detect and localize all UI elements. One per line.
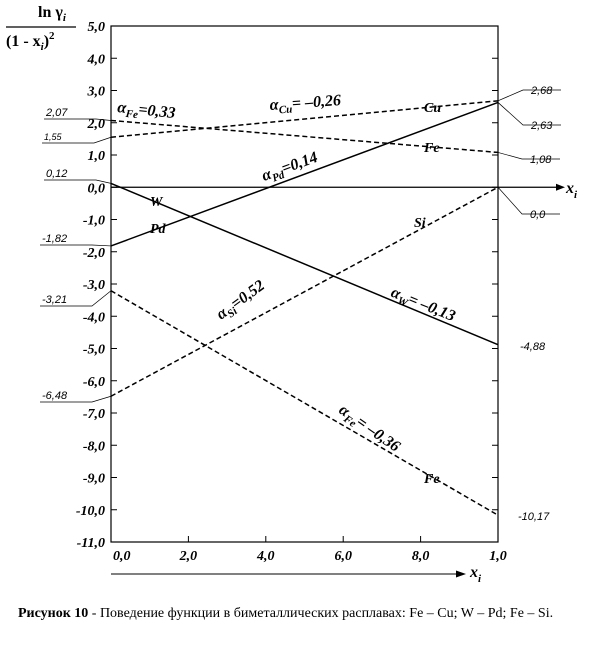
right-value-label: -10,17 <box>518 511 550 523</box>
left-value-label: -6,48 <box>42 390 68 402</box>
x-axis-label-right: xi <box>565 180 578 201</box>
left-leader-line <box>44 179 112 184</box>
caption-label: Рисунок 10 <box>18 606 89 621</box>
x-axis-label-right-sub: i <box>574 189 578 201</box>
series-label-pd: Pd <box>150 222 167 237</box>
y-tick-label: 0,0 <box>88 181 106 196</box>
y-label-denominator-end: ) <box>44 33 49 50</box>
series-line-w <box>110 182 499 346</box>
right-leader-line <box>497 102 561 126</box>
x-tick-label: 6,0 <box>334 549 352 564</box>
right-leader-line <box>497 187 560 215</box>
alpha-value: = –0,36 <box>353 413 403 455</box>
y-label-numerator-sub: i <box>63 12 67 24</box>
y-label-denominator-text: (1 - x <box>6 33 41 50</box>
chart: 5,0 4,0 3,0 2,0 1,0 0,0 -1,0 -2,0 -3,0 -4,0 -5,0 -6… <box>6 4 578 585</box>
zero-axis-arrowhead <box>556 183 565 191</box>
leader-lines <box>40 89 561 403</box>
alpha-annotation: αSi=0,52 <box>213 277 269 326</box>
x-axis-label-bottom-sub: i <box>478 573 482 585</box>
series-lines <box>110 100 499 516</box>
alpha-value: = –0,26 <box>291 92 341 112</box>
y-tick-label: -5,0 <box>83 343 105 358</box>
series-line-fe <box>110 119 499 154</box>
alpha-annotation: αFe= –0,36 <box>334 401 403 458</box>
left-value-label: 0,12 <box>46 168 67 180</box>
series-line-fe <box>110 290 499 516</box>
series-label-fe: Fe <box>423 472 440 487</box>
right-value-label: -4,88 <box>520 341 546 353</box>
series-label-si: Si <box>414 216 426 231</box>
right-leader-line <box>497 89 561 102</box>
alpha-symbol: α <box>269 96 280 114</box>
y-label-denominator-sup: 2 <box>49 30 55 42</box>
alpha-value: =0,52 <box>228 277 268 313</box>
y-label-numerator-text: ln γ <box>38 4 63 21</box>
y-label-numerator: ln γi <box>38 4 67 24</box>
right-leader-line <box>497 152 560 160</box>
alpha-value: =0,33 <box>138 101 177 122</box>
y-tick-label: -8,0 <box>83 439 105 454</box>
alpha-value: =0,14 <box>279 149 320 178</box>
series-label-cu: Cu <box>424 101 441 116</box>
alpha-annotation: αFe=0,33 <box>116 99 176 125</box>
alpha-subscript: Cu <box>278 103 292 116</box>
alpha-value: = –0,13 <box>406 291 458 325</box>
y-tick-label: -3,0 <box>83 278 105 293</box>
left-value-label: 2,07 <box>45 107 68 119</box>
y-tick-label: -9,0 <box>83 472 105 487</box>
y-tick-label: 1,0 <box>88 149 106 164</box>
left-leader-line <box>40 395 112 403</box>
x-tick-label: 8,0 <box>412 549 430 564</box>
x-axis-label-bottom: xi <box>469 564 482 585</box>
y-tick-label: -1,0 <box>83 214 105 229</box>
x-axis-label-bottom-text: x <box>469 564 478 581</box>
y-tick-label: -7,0 <box>83 407 105 422</box>
x-axis-label-right-text: x <box>565 180 574 197</box>
left-leader-line <box>40 290 112 307</box>
alpha-annotation: αW= –0,13 <box>387 284 457 328</box>
y-tick-label: 4,0 <box>87 52 106 67</box>
y-tick-label: 3,0 <box>87 85 106 100</box>
alpha-subscript: Pd <box>271 169 287 185</box>
x-tick-label: 0,0 <box>113 549 131 564</box>
right-value-label: 2,63 <box>530 120 553 132</box>
left-leader-line <box>42 136 112 144</box>
alpha-subscript: Fe <box>124 108 139 121</box>
y-label-denominator: (1 - xi)2 <box>6 30 55 53</box>
x-tick-label: 2,0 <box>179 549 198 564</box>
y-tick-label: 5,0 <box>88 20 106 35</box>
right-value-label: 1,08 <box>530 154 552 166</box>
series-label-w: W <box>150 195 164 210</box>
y-label-denominator-sub: i <box>41 41 45 53</box>
alpha-symbol: α <box>117 99 129 117</box>
right-value-label: 2,68 <box>530 85 553 97</box>
series-line-cu <box>110 100 499 139</box>
series-label-fe: Fe <box>423 141 440 156</box>
left-value-label: -3,21 <box>42 294 67 306</box>
axis-ticks <box>110 25 499 543</box>
left-leader-line <box>44 118 112 121</box>
alpha-annotation: αCu= –0,26 <box>269 92 342 117</box>
left-value-label: -1,82 <box>42 233 67 245</box>
figure-caption: Рисунок 10 - Поведение функции в биметал… <box>18 604 593 623</box>
y-tick-label: -2,0 <box>83 246 105 261</box>
chart-text: 5,0 4,0 3,0 2,0 1,0 0,0 -1,0 -2,0 -3,0 -4,0 -5,0 -6… <box>6 4 578 585</box>
y-tick-label: -6,0 <box>83 375 105 390</box>
left-value-label: 1,55 <box>44 132 63 142</box>
series-line-pd <box>110 101 499 247</box>
caption-text: - Поведение функции в биметаллических ра… <box>88 606 554 621</box>
y-tick-label: -4,0 <box>83 310 105 325</box>
y-tick-label: -10,0 <box>76 504 105 519</box>
y-tick-label: -11,0 <box>77 536 105 551</box>
y-tick-label: 2,0 <box>87 117 106 132</box>
alpha-annotation: αPd=0,14 <box>260 149 322 188</box>
right-value-label: 0,0 <box>530 209 546 221</box>
x-tick-label: 1,0 <box>489 549 507 564</box>
left-leader-line <box>40 244 112 247</box>
series-line-si <box>110 186 499 397</box>
x-tick-label: 4,0 <box>256 549 275 564</box>
x-direction-arrowhead <box>456 570 466 578</box>
